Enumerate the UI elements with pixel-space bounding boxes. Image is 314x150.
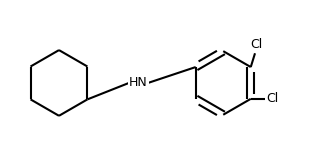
Text: Cl: Cl (267, 92, 279, 105)
Text: Cl: Cl (250, 38, 262, 51)
Text: HN: HN (129, 76, 148, 89)
